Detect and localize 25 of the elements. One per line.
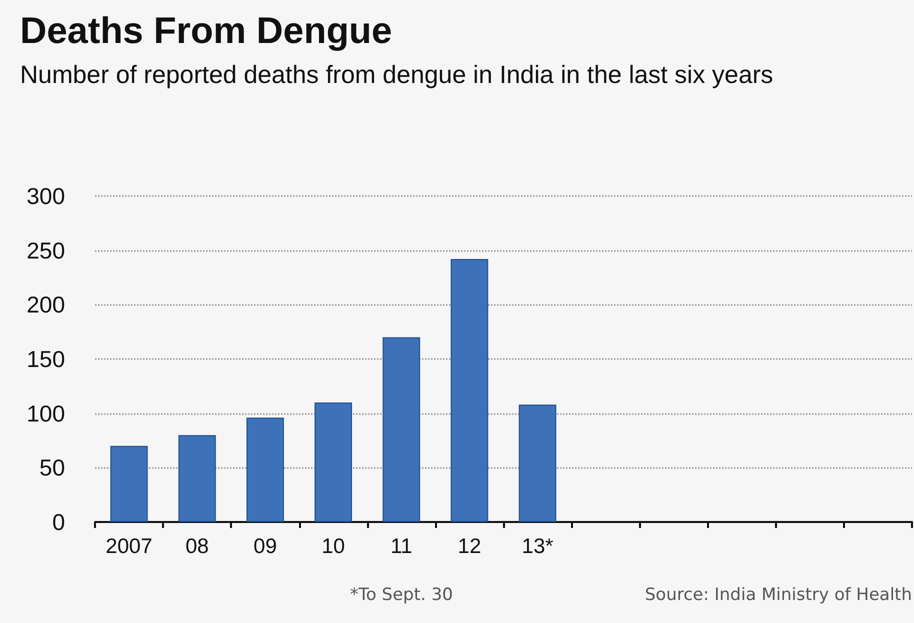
x-tick-label: 11 [390,535,412,558]
chart-title: Deaths From Dengue [20,10,392,52]
y-tick-label: 0 [52,509,65,535]
chart-subtitle: Number of reported deaths from dengue in India in the last six years [20,60,774,91]
bar [518,404,556,522]
y-tick-label: 150 [26,346,65,372]
bar [314,402,352,522]
x-tick-label: 10 [322,535,345,558]
x-tick-label: 12 [458,535,482,558]
y-tick-label: 300 [26,183,65,209]
x-tick-label: 13* [522,535,554,558]
bar [246,418,284,522]
bar [382,337,420,522]
y-tick-label: 200 [26,292,65,318]
bar [178,435,216,522]
x-tick-label: 2007 [106,535,152,558]
y-tick-label: 50 [39,454,65,481]
bar [110,446,148,522]
source-note: Source: India Ministry of Health [644,585,912,605]
x-tick-label: 09 [254,535,277,558]
bar [450,259,488,522]
y-tick-label: 250 [26,237,65,264]
y-tick-label: 100 [26,400,65,426]
x-tick-label: 08 [185,535,209,558]
text: *To Sept. 30 [350,585,453,605]
